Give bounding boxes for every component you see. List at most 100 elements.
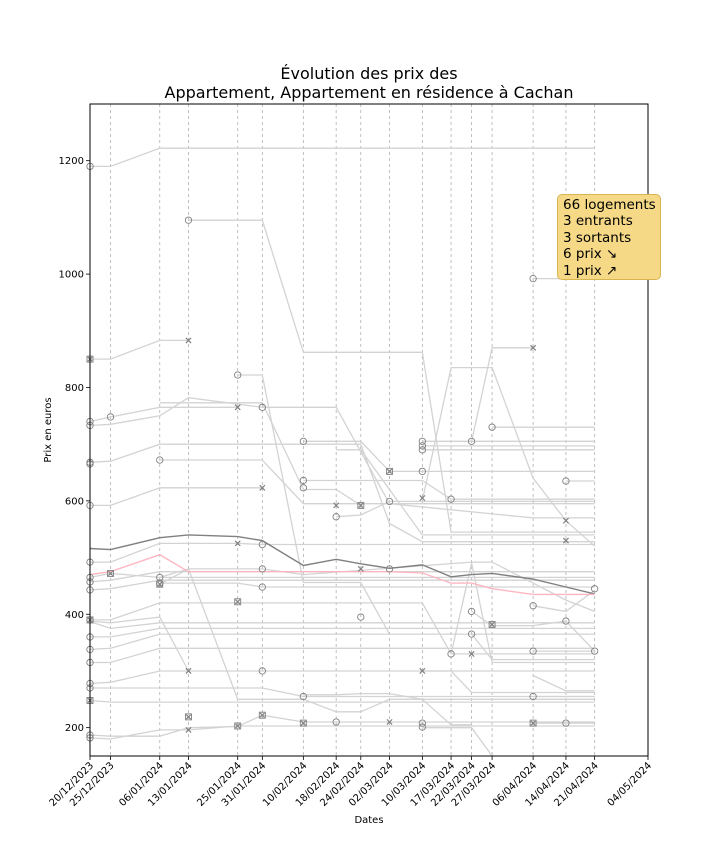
price-marker-circle	[562, 617, 570, 625]
listing-line	[450, 563, 595, 664]
exit-marker-cross	[234, 404, 241, 411]
price-marker-circle	[467, 437, 476, 445]
price-marker-circle	[258, 583, 266, 591]
price-marker-circle	[184, 216, 193, 224]
boxed-cross-marker	[234, 598, 242, 606]
exit-marker-cross	[562, 537, 569, 544]
listing-line	[90, 602, 595, 655]
price-marker-circle	[299, 692, 308, 701]
listing-line	[532, 674, 595, 692]
exit-marker-cross	[419, 667, 426, 674]
exit-marker-cross	[259, 484, 266, 491]
listing-line	[89, 616, 190, 672]
boxed-cross-marker	[234, 722, 242, 730]
listing-line	[303, 479, 595, 500]
price-marker-circle	[591, 647, 599, 655]
listing-line	[89, 397, 595, 505]
price-marker-circle	[562, 719, 570, 727]
exit-marker-cross	[333, 502, 340, 509]
y-tick-label: 1000	[59, 270, 84, 281]
listing-line	[159, 402, 362, 506]
listing-line	[532, 589, 596, 613]
plot-frame	[89, 103, 649, 757]
listing-line	[471, 610, 596, 652]
price-marker-circle	[156, 573, 164, 582]
listing-line	[90, 147, 595, 168]
event-markers	[86, 162, 599, 742]
price-marker-circle	[447, 495, 455, 503]
price-marker-circle	[418, 723, 426, 731]
y-tick-label: 800	[65, 383, 84, 394]
listing-line	[89, 714, 595, 737]
price-marker-circle	[591, 585, 599, 593]
boxed-cross-marker	[299, 719, 307, 727]
summary-box: 66 logements 3 entrants 3 sortants 6 pri…	[557, 194, 661, 280]
listing-line	[159, 582, 595, 588]
exit-marker-cross	[530, 344, 537, 351]
boxed-cross-marker	[185, 713, 192, 721]
listing-line	[89, 670, 595, 685]
price-marker-circle	[467, 630, 476, 638]
exit-marker-cross	[419, 495, 426, 502]
price-marker-circle	[529, 647, 537, 655]
listing-line	[90, 647, 595, 664]
boxed-cross-marker	[529, 719, 537, 727]
listing-line	[89, 579, 595, 591]
exit-marker-cross	[234, 540, 241, 547]
price-marker-circle	[258, 667, 266, 675]
price-marker-circle	[332, 718, 340, 726]
price-marker-circle	[299, 484, 308, 492]
y-tick-label: 1200	[59, 156, 84, 167]
listing-line	[470, 347, 534, 442]
y-axis-label: Prix en euros	[43, 397, 54, 462]
price-marker-circle	[106, 413, 115, 421]
price-marker-circle	[332, 513, 340, 521]
price-marker-circle	[357, 613, 365, 621]
price-marker-circle	[529, 602, 537, 610]
chart-title: Évolution des prix des Appartement, Appa…	[165, 64, 574, 102]
price-marker-circle	[156, 456, 164, 464]
listing-line	[159, 568, 595, 713]
y-axis: 200 400 600 800 1000 1200	[59, 156, 90, 734]
price-marker-circle	[488, 423, 496, 431]
chart-title-line1: Évolution des prix des	[280, 64, 457, 83]
summary-exits: 3 sortants	[563, 229, 632, 246]
boxed-cross-marker	[357, 501, 365, 509]
price-marker-circle	[234, 371, 242, 379]
exit-marker-cross	[468, 650, 475, 657]
boxed-cross-marker	[386, 467, 393, 475]
price-marker-circle	[447, 650, 455, 658]
price-marker-circle	[299, 476, 308, 485]
summary-price-rises: 1 prix ↗	[563, 262, 618, 279]
price-marker-circle	[529, 274, 537, 283]
summary-listings-count: 66 logements	[563, 197, 656, 213]
listing-line	[336, 500, 595, 518]
listing-line	[89, 699, 595, 703]
price-marker-circle	[529, 692, 537, 701]
aggregate-series	[89, 534, 595, 596]
chart-title-line2: Appartement, Appartement en résidence à …	[165, 83, 574, 102]
boxed-cross-marker	[156, 580, 164, 588]
boxed-cross-marker	[488, 621, 496, 628]
exit-marker-cross	[185, 667, 192, 674]
listing-line	[89, 406, 238, 423]
mean-price-line	[89, 534, 595, 595]
price-marker-circle	[258, 565, 266, 573]
listing-line	[159, 459, 595, 519]
boxed-cross-marker	[107, 569, 114, 577]
exit-marker-cross	[185, 337, 192, 344]
boxed-cross-marker	[258, 711, 266, 719]
listing-line	[90, 542, 595, 563]
price-marker-circle	[562, 477, 570, 485]
listing-line	[90, 687, 595, 698]
price-marker-circle	[418, 446, 426, 454]
price-marker-circle	[467, 607, 476, 616]
y-tick-label: 400	[65, 610, 84, 621]
x-axis-label: Dates	[354, 815, 383, 826]
summary-price-drops: 6 prix ↘	[563, 246, 618, 263]
price-marker-circle	[418, 467, 426, 476]
x-tick-label: 04/05/2024	[606, 760, 655, 809]
exit-marker-cross	[386, 718, 393, 726]
